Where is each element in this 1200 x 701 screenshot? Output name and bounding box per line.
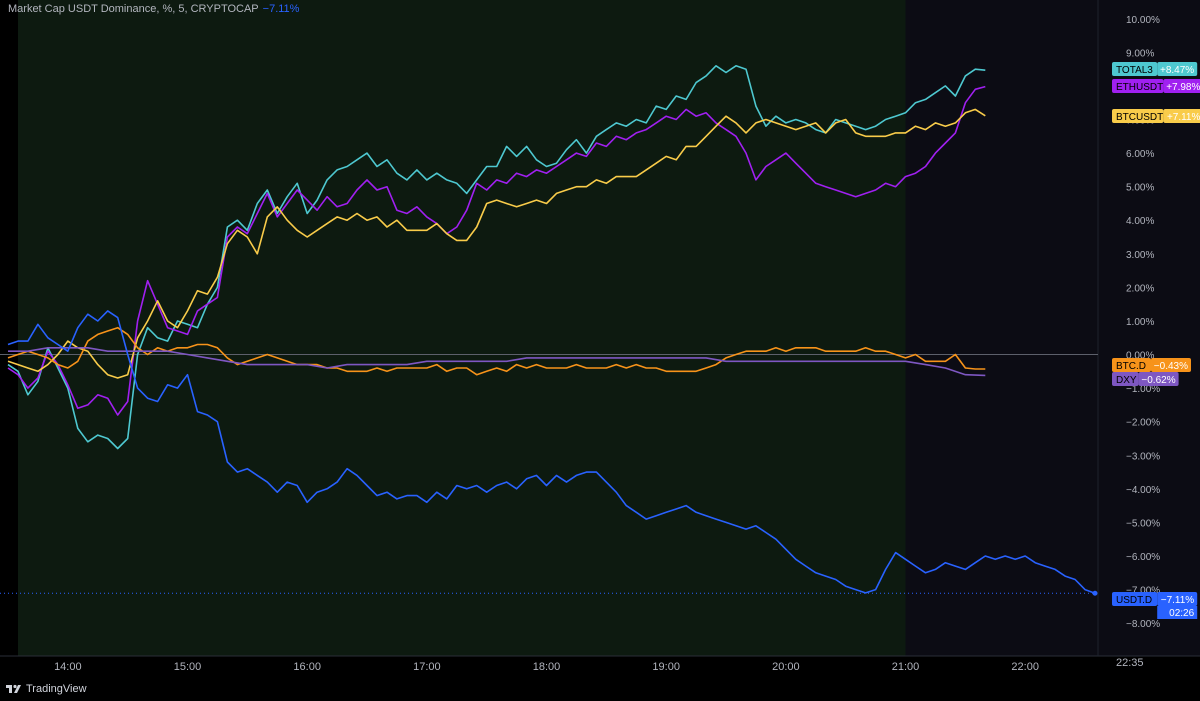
y-tick-label: 1.00%	[1126, 317, 1154, 328]
series-name: DXY	[1116, 375, 1137, 386]
series-name: BTC.D	[1116, 361, 1146, 372]
price-tag-btcusdt: BTCUSDT +7.11%	[1112, 109, 1200, 123]
brand-label: TradingView	[26, 683, 87, 695]
x-tick-label: 17:00	[413, 661, 441, 673]
y-tick-label: 6.00%	[1126, 149, 1154, 160]
chart-change: −7.11%	[262, 3, 300, 15]
series-value-box	[1138, 372, 1179, 386]
series-value: +7.98%	[1166, 82, 1200, 93]
y-tick-label: −1.00%	[1126, 384, 1160, 395]
y-tick-label: −5.00%	[1126, 518, 1160, 529]
price-tag-btc-d: BTC.D −0.43%	[1112, 358, 1191, 372]
series-line	[7, 326, 986, 376]
y-tick-label: −4.00%	[1126, 485, 1160, 496]
series-total3	[7, 65, 986, 450]
series-value: +7.11%	[1167, 112, 1200, 123]
price-tag-dxy: DXY −0.62%	[1112, 372, 1179, 386]
series-value: −0.62%	[1141, 375, 1175, 386]
series-value-box	[1163, 109, 1200, 123]
series-value-box	[1157, 62, 1198, 76]
series-line	[7, 85, 986, 416]
series-line	[7, 108, 986, 379]
price-tag-total3: TOTAL3 +8.47%	[1112, 62, 1198, 76]
series-name-box	[1112, 592, 1158, 606]
series-value-box	[1157, 592, 1198, 606]
price-tag-usdt-d: USDT.D −7.11% 02:26	[1112, 592, 1198, 619]
series-value: −7.11%	[1161, 595, 1195, 606]
y-tick-label: 4.00%	[1126, 216, 1154, 227]
pre-session-band	[0, 0, 18, 656]
series-btcusdt	[7, 108, 986, 379]
series-line	[7, 310, 1096, 595]
y-tick-label: −3.00%	[1126, 451, 1160, 462]
series-name-box	[1112, 62, 1158, 76]
series-dxy	[8, 346, 986, 377]
x-tick-label: 19:00	[652, 661, 680, 673]
y-tick-label: 9.00%	[1126, 48, 1154, 59]
series-countdown-box	[1157, 606, 1198, 619]
series-name-box	[1112, 109, 1164, 123]
series-value-box	[1151, 358, 1191, 372]
session-band	[17, 0, 906, 656]
chart-clock: 22:35	[1116, 657, 1144, 669]
y-tick-label: 3.00%	[1126, 250, 1154, 261]
x-tick-label: 16:00	[293, 661, 321, 673]
tradingview-brand[interactable]: TradingView	[6, 683, 87, 695]
series-name: USDT.D	[1116, 595, 1152, 606]
series-name: TOTAL3	[1116, 65, 1153, 76]
y-tick-label: 2.00%	[1126, 283, 1154, 294]
y-tick-label: −7.00%	[1126, 586, 1160, 597]
series-name-box	[1112, 372, 1139, 386]
y-tick-label: 5.00%	[1126, 183, 1154, 194]
chart-legend-title: Market Cap USDT Dominance, %, 5, CRYPTOC…	[8, 3, 299, 15]
series-usdt-d	[7, 310, 1096, 595]
x-tick-label: 20:00	[772, 661, 800, 673]
y-tick-label: 0.00%	[1126, 351, 1154, 362]
series-ethusdt	[7, 85, 986, 416]
usdt-last-point	[1092, 590, 1098, 596]
series-name: BTCUSDT	[1116, 112, 1163, 123]
series-name: ETHUSDT	[1116, 82, 1163, 93]
series-value-box	[1163, 79, 1200, 93]
price-tag-ethusdt: ETHUSDT +7.98%	[1112, 79, 1200, 93]
series-value: −0.43%	[1154, 361, 1188, 372]
tradingview-logo-icon	[6, 684, 21, 693]
y-tick-label: −8.00%	[1126, 619, 1160, 630]
series-line	[8, 346, 986, 377]
y-tick-label: −6.00%	[1126, 552, 1160, 563]
x-tick-label: 15:00	[174, 661, 202, 673]
series-value: +8.47%	[1160, 65, 1194, 76]
x-tick-label: 22:00	[1011, 661, 1039, 673]
x-tick-label: 14:00	[54, 661, 82, 673]
series-name-box	[1112, 358, 1151, 372]
y-tick-label: 10.00%	[1126, 15, 1160, 26]
series-countdown: 02:26	[1169, 608, 1194, 619]
series-btc-d	[7, 326, 986, 376]
y-tick-label: −2.00%	[1126, 418, 1160, 429]
x-tick-label: 21:00	[892, 661, 920, 673]
chart-title: Market Cap USDT Dominance, %, 5, CRYPTOC…	[8, 3, 259, 15]
series-name-box	[1112, 79, 1164, 93]
x-tick-label: 18:00	[533, 661, 561, 673]
series-line	[7, 65, 986, 450]
